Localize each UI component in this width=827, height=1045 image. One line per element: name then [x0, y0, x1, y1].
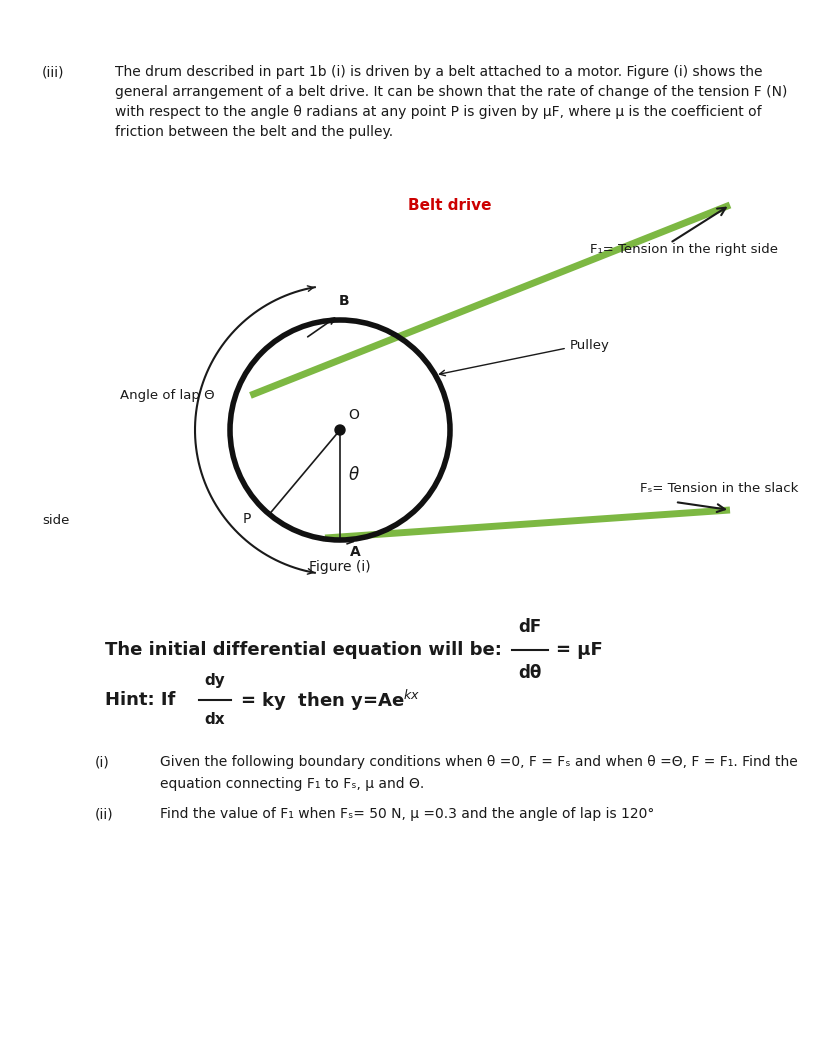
Text: A: A — [350, 545, 361, 559]
Text: equation connecting F₁ to Fₛ, μ and Θ.: equation connecting F₁ to Fₛ, μ and Θ. — [160, 777, 423, 791]
Text: dx: dx — [204, 712, 225, 727]
Text: (ii): (ii) — [95, 807, 113, 821]
Text: (iii): (iii) — [42, 65, 65, 79]
Text: Fₛ= Tension in the slack: Fₛ= Tension in the slack — [639, 482, 797, 494]
Circle shape — [335, 425, 345, 435]
Text: B: B — [338, 295, 349, 308]
Text: The initial differential equation will be:: The initial differential equation will b… — [105, 641, 508, 659]
Text: dθ: dθ — [518, 664, 541, 682]
Text: Belt drive: Belt drive — [408, 198, 491, 213]
Text: (i): (i) — [95, 754, 110, 769]
Text: = ky  then y=Ae$^{kx}$: = ky then y=Ae$^{kx}$ — [240, 688, 420, 713]
Text: $\theta$: $\theta$ — [347, 466, 360, 484]
Text: Pulley: Pulley — [569, 339, 609, 351]
Text: F₁= Tension in the right side: F₁= Tension in the right side — [590, 243, 777, 256]
Text: Given the following boundary conditions when θ =0, F = Fₛ and when θ =Θ, F = F₁.: Given the following boundary conditions … — [160, 754, 796, 769]
Text: O: O — [347, 408, 358, 422]
Text: = μF: = μF — [555, 641, 602, 659]
Text: Angle of lap Θ: Angle of lap Θ — [120, 389, 214, 401]
Text: with respect to the angle θ radians at any point P is given by μF, where μ is th: with respect to the angle θ radians at a… — [115, 104, 761, 119]
Text: The drum described in part 1b (i) is driven by a belt attached to a motor. Figur: The drum described in part 1b (i) is dri… — [115, 65, 762, 79]
Text: dy: dy — [204, 673, 225, 688]
Text: Figure (i): Figure (i) — [308, 560, 370, 574]
Text: P: P — [242, 512, 251, 527]
Text: dF: dF — [518, 618, 541, 636]
Text: friction between the belt and the pulley.: friction between the belt and the pulley… — [115, 125, 393, 139]
Text: general arrangement of a belt drive. It can be shown that the rate of change of : general arrangement of a belt drive. It … — [115, 85, 786, 99]
Text: Hint: If: Hint: If — [105, 691, 181, 709]
Text: Find the value of F₁ when Fₛ= 50 N, μ =0.3 and the angle of lap is 120°: Find the value of F₁ when Fₛ= 50 N, μ =0… — [160, 807, 653, 821]
Text: side: side — [42, 513, 69, 527]
